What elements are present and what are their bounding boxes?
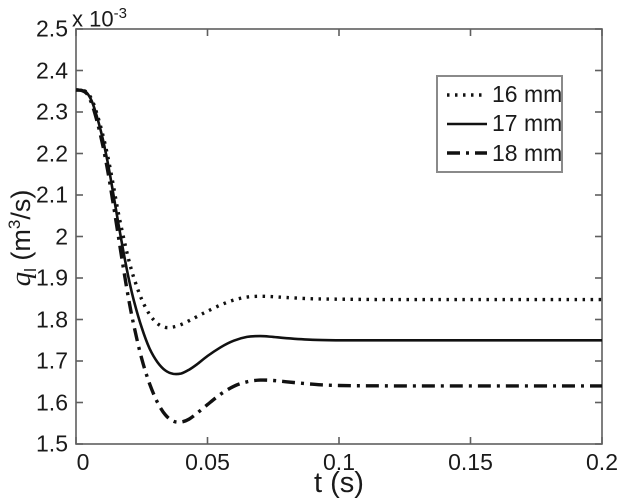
y-tick-label: 2.1 xyxy=(36,181,68,208)
x-tick-label: 0.1 xyxy=(323,449,355,475)
legend-item: 17 mm xyxy=(446,110,562,137)
legend-item: 18 mm xyxy=(446,140,562,167)
legend-label: 18 mm xyxy=(492,139,563,166)
legend-label: 17 mm xyxy=(492,110,563,137)
y-tick-label: 2.2 xyxy=(36,140,68,166)
y-tick-label: 1.7 xyxy=(36,347,68,374)
y-axis-multiplier: x 10-3 xyxy=(72,2,127,31)
y-tick-label: 2.3 xyxy=(36,98,68,125)
multiplier-exponent: -3 xyxy=(113,5,127,22)
x-axis-label: t (s) xyxy=(314,467,364,499)
legend: 16 mm 17 mm 18 mm xyxy=(436,75,563,173)
legend-line-dashdot xyxy=(447,151,487,156)
x-tick-label: 0 xyxy=(76,449,90,475)
legend-line-solid xyxy=(447,122,487,126)
y-tick-label: 1.6 xyxy=(36,389,68,415)
y-tick-label: 2.5 xyxy=(36,15,68,42)
x-tick-label: 0.15 xyxy=(448,449,493,475)
y-tick-label: 1.8 xyxy=(36,306,68,332)
x-tick-label: 0.2 xyxy=(586,449,618,475)
y-tick-label: 2.4 xyxy=(36,57,68,83)
y-tick-label: 1.9 xyxy=(36,264,68,291)
series-curve-18-mm xyxy=(75,88,602,424)
legend-line-dotted xyxy=(447,92,487,97)
multiplier-base: x 10 xyxy=(72,6,114,32)
x-tick-label: 0.05 xyxy=(185,449,230,475)
legend-item: 16 mm xyxy=(446,81,562,108)
y-tick-label: 1.5 xyxy=(36,430,68,457)
legend-label: 16 mm xyxy=(492,81,563,108)
y-tick-label: 2 xyxy=(55,223,68,249)
